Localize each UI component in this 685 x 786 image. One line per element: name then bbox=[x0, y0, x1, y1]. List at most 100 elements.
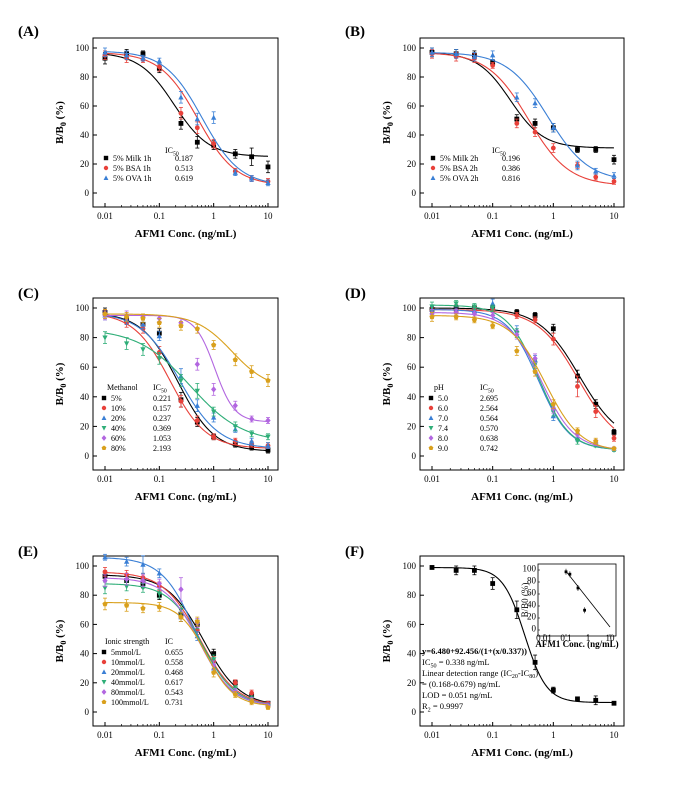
series-3 bbox=[102, 331, 271, 441]
data-point bbox=[124, 314, 130, 320]
y-tick-label: 60 bbox=[80, 362, 90, 372]
data-point bbox=[232, 169, 238, 175]
legend-ic50: 0.196 bbox=[502, 154, 520, 163]
data-point bbox=[453, 567, 459, 573]
panel-label: (C) bbox=[18, 286, 39, 302]
legend-label: 10% bbox=[111, 404, 126, 413]
series-0 bbox=[429, 565, 617, 706]
legend-marker bbox=[103, 165, 109, 171]
legend-label: 5% OVA 2h bbox=[440, 174, 479, 183]
data-point bbox=[550, 124, 556, 130]
inset-x-tick-label: 10 bbox=[606, 633, 616, 643]
legend-ic50: 0.543 bbox=[165, 688, 183, 697]
data-point bbox=[194, 325, 200, 331]
y-tick-label: 40 bbox=[80, 649, 90, 659]
data-point bbox=[574, 428, 581, 434]
inset-y-tick-label: 100 bbox=[523, 564, 537, 574]
legend-ic50: 0.468 bbox=[165, 668, 183, 677]
y-tick-label: 80 bbox=[80, 590, 90, 600]
fit-curve bbox=[431, 307, 615, 424]
legend-ic50: 0.617 bbox=[165, 678, 183, 687]
data-point bbox=[490, 52, 496, 58]
x-tick-label: 10 bbox=[264, 730, 274, 740]
x-tick-label: 0.01 bbox=[424, 730, 440, 740]
data-point bbox=[232, 151, 238, 157]
data-point bbox=[178, 398, 184, 404]
fit-curve bbox=[431, 304, 615, 450]
legend-ic50: 1.053 bbox=[153, 434, 171, 443]
legend-label: 5% Milk 2h bbox=[440, 154, 478, 163]
y-tick-label: 60 bbox=[80, 619, 90, 629]
fit-curve bbox=[104, 314, 269, 452]
inset-point bbox=[583, 608, 586, 612]
y-tick-label: 20 bbox=[407, 159, 417, 169]
x-tick-label: 10 bbox=[610, 474, 620, 484]
data-point bbox=[102, 569, 108, 575]
legend-marker bbox=[430, 165, 436, 171]
y-tick-label: 0 bbox=[412, 451, 417, 461]
inset-y-tick-label: 60 bbox=[527, 588, 537, 598]
data-point bbox=[429, 49, 435, 55]
legend-ic50: 0.187 bbox=[175, 154, 193, 163]
legend-label: 5.0 bbox=[438, 394, 448, 403]
plot-frame bbox=[419, 555, 625, 727]
data-point bbox=[232, 357, 238, 363]
panel-d: (D) 0 20 40 60 80 100 0.01 0.1 1 10 AFM1 Conc. (ng/… bbox=[345, 286, 625, 503]
data-point bbox=[453, 301, 459, 307]
x-tick-label: 0.1 bbox=[487, 730, 498, 740]
data-point bbox=[232, 680, 238, 686]
legend-ic50: 2.695 bbox=[480, 394, 498, 403]
legend-ic50: 0.386 bbox=[502, 164, 520, 173]
legend-title: IC50 bbox=[165, 146, 179, 158]
data-point bbox=[265, 442, 271, 448]
legend-ic50: 0.558 bbox=[165, 658, 183, 667]
legend-marker bbox=[428, 405, 434, 411]
fit-curve bbox=[431, 309, 615, 429]
series-1 bbox=[102, 309, 271, 450]
data-point bbox=[514, 121, 520, 126]
series-2 bbox=[429, 298, 617, 451]
inset-x-label: AFM1 Conc. (ng/mL) bbox=[535, 639, 618, 649]
x-tick-label: 0.01 bbox=[424, 211, 440, 221]
data-point bbox=[265, 164, 271, 170]
legend-marker bbox=[430, 175, 436, 180]
data-point bbox=[265, 417, 271, 424]
y-tick-label: 60 bbox=[407, 101, 417, 111]
data-point bbox=[593, 147, 599, 152]
panel-b: (B) 0 20 40 60 80 100 0.01 0.1 1 10 AFM1 Conc. (ng/… bbox=[345, 24, 625, 240]
data-point bbox=[140, 347, 146, 353]
y-tick-label: 80 bbox=[407, 333, 417, 343]
data-point bbox=[140, 51, 146, 57]
legend-marker bbox=[101, 415, 107, 420]
data-point bbox=[123, 341, 130, 347]
series-1 bbox=[429, 306, 617, 442]
data-point bbox=[471, 317, 478, 323]
legend-marker bbox=[101, 435, 107, 441]
legend-label: 40mmol/L bbox=[111, 678, 145, 687]
legend-label: 8.0 bbox=[438, 434, 448, 443]
data-point bbox=[140, 55, 146, 61]
legend-label: 5% Milk 1h bbox=[113, 154, 151, 163]
y-tick-label: 100 bbox=[76, 43, 90, 53]
lod-text: LOD = 0.051 ng/mL bbox=[422, 690, 492, 700]
y-tick-label: 100 bbox=[76, 303, 90, 313]
y-tick-label: 100 bbox=[403, 303, 417, 313]
inset-point bbox=[564, 570, 568, 574]
legend-label: 7.4 bbox=[438, 424, 448, 433]
range-value-text: = (0.168-0.679) ng/mL bbox=[422, 679, 500, 689]
legend-marker bbox=[103, 175, 109, 180]
legend-marker bbox=[101, 649, 107, 655]
y-tick-label: 40 bbox=[407, 130, 417, 140]
fit-curve bbox=[105, 313, 269, 381]
x-tick-label: 1 bbox=[211, 730, 216, 740]
y-tick-label: 100 bbox=[403, 43, 417, 53]
y-tick-label: 40 bbox=[80, 392, 90, 402]
data-point bbox=[232, 402, 238, 409]
data-point bbox=[490, 581, 496, 586]
data-point bbox=[211, 669, 217, 675]
data-point bbox=[532, 368, 538, 374]
data-point bbox=[611, 429, 617, 435]
y-tick-label: 20 bbox=[80, 159, 90, 169]
data-point bbox=[194, 618, 200, 624]
